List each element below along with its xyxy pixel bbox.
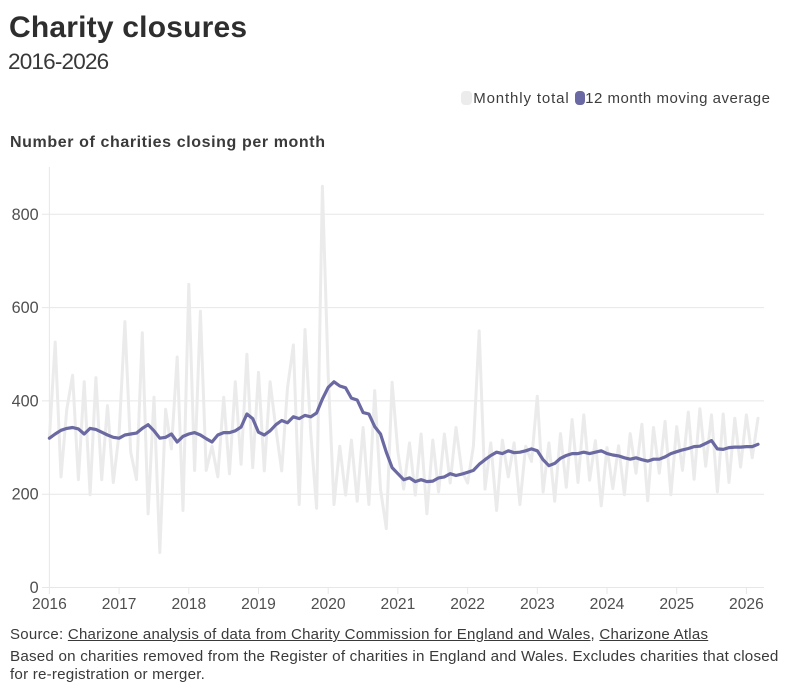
svg-text:600: 600 — [12, 299, 39, 317]
svg-text:2026: 2026 — [729, 596, 764, 613]
svg-text:2020: 2020 — [311, 596, 346, 613]
svg-text:400: 400 — [12, 392, 39, 410]
svg-text:2022: 2022 — [450, 596, 485, 613]
svg-text:2017: 2017 — [102, 596, 137, 613]
svg-text:2019: 2019 — [241, 596, 276, 613]
svg-text:2021: 2021 — [381, 596, 416, 613]
svg-text:800: 800 — [12, 206, 39, 224]
svg-text:2025: 2025 — [659, 596, 694, 613]
svg-text:2023: 2023 — [520, 596, 555, 613]
svg-text:200: 200 — [12, 486, 39, 504]
svg-text:0: 0 — [30, 579, 39, 597]
svg-text:2018: 2018 — [171, 596, 206, 613]
svg-text:2016: 2016 — [32, 596, 67, 613]
svg-text:2024: 2024 — [590, 596, 625, 613]
